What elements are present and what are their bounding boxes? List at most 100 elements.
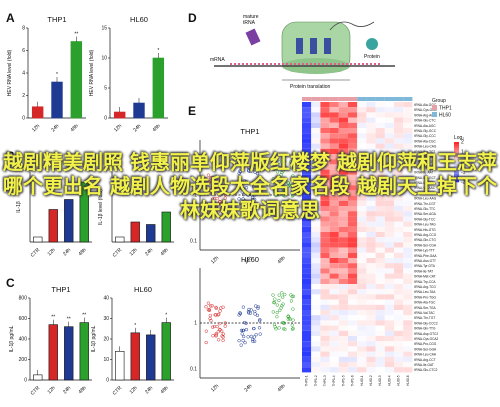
data-point-24h bbox=[241, 334, 246, 339]
heatmap-cell-tRNA-Leu-TAG-HL60-5 bbox=[394, 221, 404, 227]
heatmap-cell-tRNA-Arg-CCG-THP1-4 bbox=[329, 232, 339, 238]
data-point-24h bbox=[238, 170, 243, 174]
heatmap-cell-tRNA-Gly-GCC-THP1-3 bbox=[320, 128, 330, 134]
heatmap-cell-tRNA-Gly-TCC-THP1-5 bbox=[338, 216, 348, 222]
heatmap-cell-tRNA-Ala-CGC-HL60-3 bbox=[375, 138, 385, 144]
heatmap-cell-tRNA-Cys-GCA-THP1-2 bbox=[311, 107, 321, 113]
heatmap-cell-tRNA-Arg-TCT-THP1-2 bbox=[311, 148, 321, 154]
data-point-48h bbox=[291, 307, 295, 311]
heatmap-column-label: HL60-2 bbox=[369, 375, 373, 386]
heatmap-cell-tRNA-Glu-CTC2-THP1-3 bbox=[320, 367, 330, 373]
data-point-12h bbox=[208, 313, 212, 318]
data-point-24h bbox=[241, 193, 246, 197]
data-point-24h bbox=[249, 334, 253, 339]
heatmap-cell-tRNA-Arg-CCG-HL60-1 bbox=[357, 232, 367, 238]
data-point-48h bbox=[290, 294, 294, 299]
bar-48h bbox=[152, 57, 165, 119]
heatmap-cell-tRNA-Ile-TAT-THP1-5 bbox=[338, 268, 348, 274]
heatmap-cell-tRNA-Ser-GCT-HL60-3 bbox=[375, 174, 385, 180]
heatmap-column-label: THP1-2 bbox=[314, 375, 318, 386]
heatmap-cell-tRNA-Gly-CCC2-THP1-4 bbox=[329, 320, 339, 326]
heatmap-row-label: tRNA-Cys-GCA bbox=[414, 108, 437, 112]
heatmap-row-label: tRNA-Ala-TGC bbox=[414, 301, 436, 305]
bar-48h bbox=[161, 322, 171, 381]
heatmap-cell-tRNA-Leu-TAG-THP1-2 bbox=[311, 221, 321, 227]
heatmap-row-label: tRNA-Leu-TAG bbox=[414, 223, 436, 227]
heatmap-cell-tRNA-Gly-CCC-THP1-2 bbox=[311, 133, 321, 139]
heatmap-cell-tRNA-Ser-AGA-HL60-6 bbox=[403, 211, 413, 217]
panel-label-a: A bbox=[6, 11, 15, 25]
heatmap-cell-tRNA-Cys-GCA2-HL60-2 bbox=[366, 336, 376, 342]
data-point-12h bbox=[217, 312, 221, 316]
heatmap-cell-tRNA-Glu-CTC-HL60-6 bbox=[403, 117, 413, 123]
colorscale-step bbox=[454, 154, 459, 157]
colorscale-step bbox=[454, 172, 459, 175]
bar-12h bbox=[130, 332, 140, 381]
x-tick-label-24h: 24h bbox=[243, 383, 253, 393]
heatmap-cell-tRNA-Asn-GTT-THP1-6 bbox=[348, 258, 358, 264]
heatmap-cell-tRNA-Thr-AGT-THP1-4 bbox=[329, 154, 339, 160]
heatmap-cell-tRNA-Met-CAT-THP1-1 bbox=[302, 273, 312, 279]
heatmap-cell-tRNA-Gly-CCC-THP1-5 bbox=[338, 133, 348, 139]
heatmap-cell-tRNA-Cys-GCA2-THP1-4 bbox=[329, 336, 339, 342]
heatmap-cell-tRNA-Gln-TTG-HL60-3 bbox=[375, 325, 385, 331]
heatmap-cell-tRNA-Val-TAC-THP1-5 bbox=[338, 310, 348, 316]
heatmap-cell-tRNA-Met-CAT-HL60-5 bbox=[394, 273, 404, 279]
heatmap-cell-tRNA-Cys-GCA-HL60-6 bbox=[403, 107, 413, 113]
heatmap-cell-tRNA-Ile-AAT-HL60-6 bbox=[403, 169, 413, 175]
data-point-48h bbox=[290, 194, 295, 198]
heatmap-cell-tRNA-Tyr-GTA-HL60-1 bbox=[357, 263, 367, 269]
data-point-12h bbox=[215, 324, 219, 329]
heatmap-cell-tRNA-Pro-CGG-THP1-3 bbox=[320, 341, 330, 347]
heatmap-cell-tRNA-Arg-ACG-HL60-6 bbox=[403, 112, 413, 118]
x-tick-label-CTR: CTR bbox=[30, 385, 42, 397]
heatmap-cell-tRNA-Ala-AGC-THP1-5 bbox=[338, 122, 348, 128]
x-tick-label-48h: 48h bbox=[152, 123, 162, 133]
heatmap-cell-tRNA-Ala-CGC-HL60-4 bbox=[384, 138, 394, 144]
heatmap-cell-tRNA-Ile-TAT-THP1-6 bbox=[348, 268, 358, 274]
heatmap-cell-tRNA-Asp-GTC-THP1-4 bbox=[329, 159, 339, 165]
heatmap-cell-tRNA-Glu-CTC2-THP1-5 bbox=[338, 367, 348, 373]
heatmap-cell-tRNA-Val-AAC-THP1-6 bbox=[348, 185, 358, 191]
heatmap-cell-tRNA-Ser-GGA-HL60-5 bbox=[394, 346, 404, 352]
heatmap-cell-tRNA-Gln-TTG-HL60-1 bbox=[357, 325, 367, 331]
heatmap-cell-tRNA-Leu-AAG-HL60-5 bbox=[394, 195, 404, 201]
heatmap-cell-tRNA-Pro-TGG-HL60-1 bbox=[357, 294, 367, 300]
legend-label-THP1: THP1 bbox=[439, 106, 452, 112]
heatmap-cell-tRNA-Leu-TAA-THP1-5 bbox=[338, 289, 348, 295]
heatmap-cell-tRNA-Met-CAT-THP1-3 bbox=[320, 273, 330, 279]
group-bar-THP1-5 bbox=[338, 97, 348, 101]
heatmap-cell-tRNA-Met-CAT-HL60-2 bbox=[366, 273, 376, 279]
heatmap-row-label: tRNA-Met-CAT bbox=[414, 275, 435, 279]
heatmap-cell-tRNA-Glu-CTC2-THP1-1 bbox=[302, 367, 312, 373]
heatmap-cell-tRNA-Gly-TCC-HL60-3 bbox=[375, 216, 385, 222]
heatmap-cell-tRNA-Pro-TGG-HL60-4 bbox=[384, 294, 394, 300]
heatmap-cell-tRNA-Thr-AGT-THP1-1 bbox=[302, 154, 312, 160]
heatmap-cell-tRNA-Phe-GAA-HL60-5 bbox=[394, 252, 404, 258]
data-point-48h bbox=[277, 160, 281, 164]
heatmap-cell-tRNA-Ser-AGA-HL60-3 bbox=[375, 211, 385, 217]
heatmap-cell-tRNA-Glu-CTC2-HL60-3 bbox=[375, 367, 385, 373]
heatmap-cell-tRNA-Pro-AGG-HL60-2 bbox=[366, 190, 376, 196]
heatmap-cell-tRNA-Gln-TTG-THP1-4 bbox=[329, 325, 339, 331]
heatmap-cell-tRNA-Gln-CTG-HL60-5 bbox=[394, 237, 404, 243]
heatmap-cell-tRNA-Pro-TGG-HL60-5 bbox=[394, 294, 404, 300]
heatmap-cell-tRNA-Pro-AGG-HL60-6 bbox=[403, 190, 413, 196]
heatmap-cell-tRNA-Leu-CAG-THP1-6 bbox=[348, 143, 358, 149]
data-point-12h bbox=[207, 180, 212, 184]
data-point-24h bbox=[246, 193, 250, 197]
group-bar-HL60-5 bbox=[394, 97, 404, 101]
heatmap-cell-tRNA-Thr-CGT-THP1-2 bbox=[311, 200, 321, 206]
heatmap-cell-tRNA-Gly-CCC2-HL60-2 bbox=[366, 320, 376, 326]
heatmap-row-label: tRNA-Arg-TCT bbox=[414, 150, 435, 154]
data-point-24h bbox=[237, 339, 241, 343]
heatmap-cell-tRNA-Ser-CGA-HL60-6 bbox=[403, 242, 413, 248]
data-point-12h bbox=[211, 325, 215, 329]
heatmap-cell-tRNA-Ala-AGC-THP1-1 bbox=[302, 122, 312, 128]
bar-12h bbox=[31, 106, 44, 119]
significance-12h: * bbox=[134, 323, 136, 329]
y-tick-label: 6 bbox=[22, 48, 25, 54]
heatmap-cell-tRNA-Val-CAC-HL60-5 bbox=[394, 164, 404, 170]
y-tick-label: 15 bbox=[101, 26, 107, 32]
